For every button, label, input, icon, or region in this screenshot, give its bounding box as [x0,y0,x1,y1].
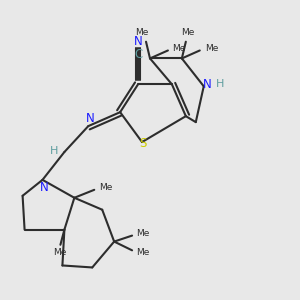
Text: Me: Me [99,183,112,192]
Text: Me: Me [53,248,66,257]
Text: H: H [50,146,59,156]
Text: N: N [86,112,95,125]
Text: C: C [134,48,142,61]
Text: Me: Me [135,28,149,38]
Text: N: N [203,78,212,91]
Text: Me: Me [181,28,194,38]
Text: Me: Me [136,248,150,257]
Text: Me: Me [205,44,218,53]
Text: S: S [140,137,147,150]
Text: H: H [216,79,225,89]
Text: Me: Me [136,229,150,238]
Text: N: N [134,35,142,48]
Text: N: N [40,181,49,194]
Text: Me: Me [172,44,186,53]
